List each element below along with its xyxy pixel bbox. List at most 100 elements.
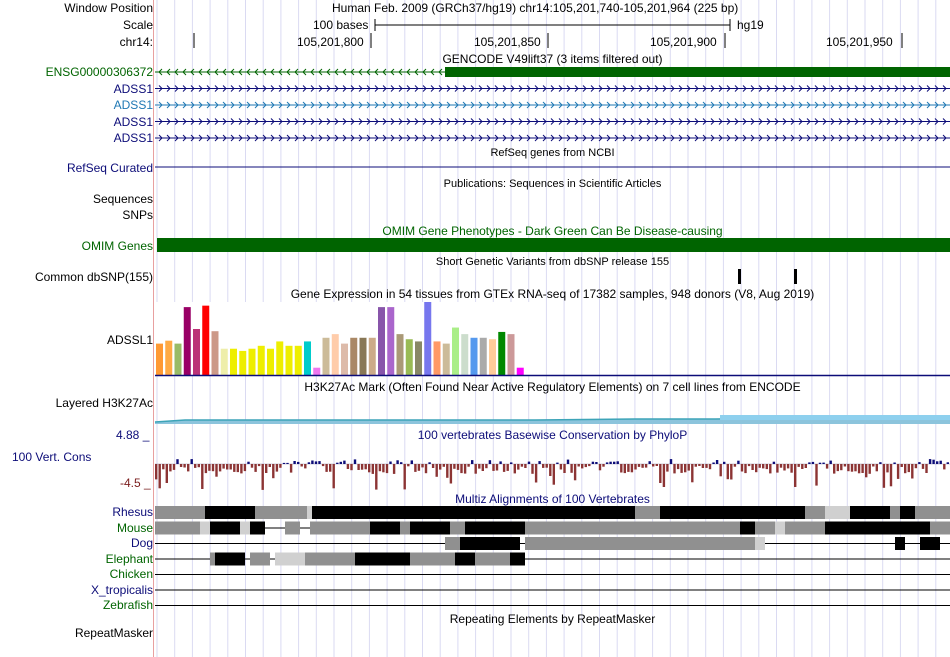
gtex-tissue-bar[interactable] — [183, 307, 191, 375]
gencode-transcript[interactable] — [155, 118, 950, 125]
gtex-tissue-bar[interactable] — [211, 331, 219, 375]
gtex-tissue-bar[interactable] — [267, 348, 274, 375]
gtex-tissue-bar[interactable] — [368, 337, 376, 375]
scale-bar — [374, 19, 731, 31]
gtex-tissue-bar[interactable] — [220, 348, 228, 375]
refseq-label[interactable]: RefSeq Curated — [66, 161, 153, 175]
gtex-tissue-bar[interactable] — [396, 334, 404, 375]
gtex-tissue-bar[interactable] — [507, 334, 515, 375]
gencode-transcript[interactable] — [155, 134, 950, 142]
gencode-track-title[interactable]: GENCODE V49lift37 (3 items filtered out) — [442, 52, 663, 66]
gencode-transcript[interactable] — [155, 101, 950, 109]
gtex-tissue-bar[interactable] — [230, 348, 237, 375]
gtex-track-title[interactable]: Gene Expression in 54 tissues from GTEx … — [290, 287, 815, 301]
multiz-alignments[interactable] — [155, 505, 950, 607]
multiz-species-label[interactable]: Elephant — [105, 551, 153, 566]
omim-track-title[interactable]: OMIM Gene Phenotypes - Dark Green Can Be… — [382, 224, 723, 238]
h3k27ac-track-title[interactable]: H3K27Ac Mark (Often Found Near Active Re… — [304, 380, 801, 394]
conservation-plot[interactable] — [155, 440, 950, 496]
gtex-tissue-bar[interactable] — [479, 337, 487, 375]
snp-marker[interactable] — [794, 269, 797, 284]
gtex-tissue-bar[interactable] — [174, 343, 182, 375]
gtex-tissue-bar[interactable] — [285, 345, 293, 375]
gtex-tissue-bar[interactable] — [378, 307, 385, 375]
gtex-tissue-bar[interactable] — [322, 337, 330, 375]
omim-label[interactable]: OMIM Genes — [81, 239, 153, 253]
gtex-tissue-bar[interactable] — [193, 329, 200, 375]
gtex-tissue-bar[interactable] — [276, 341, 284, 375]
gencode-transcript[interactable] — [155, 67, 950, 77]
scale-label: Scale — [122, 18, 153, 32]
gtex-tissue-bar[interactable] — [516, 367, 524, 375]
gtex-tissue-bar[interactable] — [341, 343, 348, 375]
gtex-tissue-bar[interactable] — [350, 337, 358, 375]
ruler-ticks — [193, 33, 903, 48]
gencode-transcript[interactable] — [155, 85, 950, 92]
repeatmasker-track-title[interactable]: Repeating Elements by RepeatMasker — [449, 612, 656, 626]
position-readout: Human Feb. 2009 (GRCh37/hg19) chr14:105,… — [332, 1, 739, 15]
scale-readout: 100 bases — [313, 18, 369, 32]
gtex-tissue-bar[interactable] — [313, 367, 321, 375]
ruler-tick-label: 105,201,900 — [650, 35, 717, 49]
gtex-tissue-bar[interactable] — [387, 307, 395, 375]
gtex-tissue-bar[interactable] — [470, 337, 478, 375]
gtex-tissue-bar[interactable] — [248, 348, 256, 375]
gencode-item-label[interactable]: ADSS1 — [113, 131, 153, 145]
gtex-tissue-bar[interactable] — [442, 343, 450, 375]
refseq-track-title[interactable]: RefSeq genes from NCBI — [490, 147, 615, 159]
gencode-item-label[interactable]: ADSS1 — [113, 98, 153, 112]
h3k27ac-signal[interactable] — [154, 410, 950, 426]
gtex-tissue-bar[interactable] — [294, 345, 302, 375]
gtex-tissue-bar[interactable] — [239, 350, 247, 375]
gtex-tissue-bar[interactable] — [331, 334, 339, 375]
multiz-species-label[interactable]: Zebrafish — [102, 598, 153, 612]
gencode-item-label[interactable]: ADSS1 — [113, 81, 153, 96]
gtex-tissue-bar[interactable] — [156, 343, 163, 375]
gtex-tissue-bar[interactable] — [405, 339, 413, 375]
window-position-label: Window Position — [64, 1, 153, 15]
gtex-tissue-bar[interactable] — [202, 305, 210, 375]
gtex-tissue-bar[interactable] — [304, 341, 311, 375]
conservation-track-title[interactable]: 100 vertebrates Basewise Conservation by… — [417, 428, 688, 442]
dbsnp-label[interactable]: Common dbSNP(155) — [34, 270, 153, 284]
gtex-tissue-bar[interactable] — [452, 327, 459, 375]
multiz-row[interactable] — [155, 537, 950, 550]
gencode-track[interactable] — [155, 64, 950, 144]
gtex-tissue-bar[interactable] — [489, 339, 496, 375]
assembly-name: hg19 — [737, 18, 764, 32]
gtex-gene-label[interactable]: ADSSL1 — [106, 333, 153, 347]
gtex-tissue-bar[interactable] — [461, 334, 469, 375]
ruler-tick-label: 105,201,950 — [826, 35, 893, 49]
snp-marker[interactable] — [738, 269, 741, 284]
conservation-label[interactable]: 100 Vert. Cons — [12, 450, 92, 464]
multiz-row[interactable] — [155, 552, 950, 566]
publications-track-title[interactable]: Publications: Sequences in Scientific Ar… — [443, 178, 662, 190]
gtex-bar-chart[interactable] — [155, 300, 950, 378]
multiz-track-title[interactable]: Multiz Alignments of 100 Vertebrates — [455, 492, 650, 506]
multiz-species-label[interactable]: Dog — [130, 536, 153, 550]
omim-gene-bar[interactable] — [157, 238, 950, 252]
h3k27ac-label[interactable]: Layered H3K27Ac — [55, 396, 153, 410]
gtex-tissue-bar[interactable] — [433, 341, 441, 375]
conservation-ymin: -4.5 _ — [120, 476, 151, 490]
multiz-species-label[interactable]: Mouse — [116, 520, 153, 535]
multiz-species-label[interactable]: X_tropicalis — [90, 582, 153, 597]
multiz-species-label[interactable]: Rhesus — [112, 505, 153, 519]
gencode-item-label[interactable]: ADSS1 — [113, 114, 153, 129]
gtex-tissue-bar[interactable] — [257, 345, 265, 375]
multiz-row[interactable] — [155, 521, 950, 535]
gtex-tissue-bar[interactable] — [415, 341, 422, 375]
gencode-item-label[interactable]: ENSG00000306372 — [45, 65, 153, 79]
gtex-tissue-bar[interactable] — [359, 337, 367, 375]
publications-label[interactable]: Sequences — [92, 192, 153, 206]
multiz-species-label[interactable]: Chicken — [109, 567, 153, 581]
gtex-tissue-bar[interactable] — [498, 331, 506, 375]
gtex-tissue-bar[interactable] — [165, 340, 173, 375]
refseq-track[interactable] — [155, 160, 950, 172]
conservation-ymax: 4.88 _ — [116, 428, 150, 442]
gtex-tissue-bar[interactable] — [424, 302, 432, 375]
repeatmasker-label[interactable]: RepeatMasker — [74, 626, 153, 640]
multiz-row[interactable] — [155, 506, 950, 519]
ruler-tick-label: 105,201,800 — [297, 35, 364, 49]
dbsnp-track-title[interactable]: Short Genetic Variants from dbSNP releas… — [435, 256, 670, 268]
